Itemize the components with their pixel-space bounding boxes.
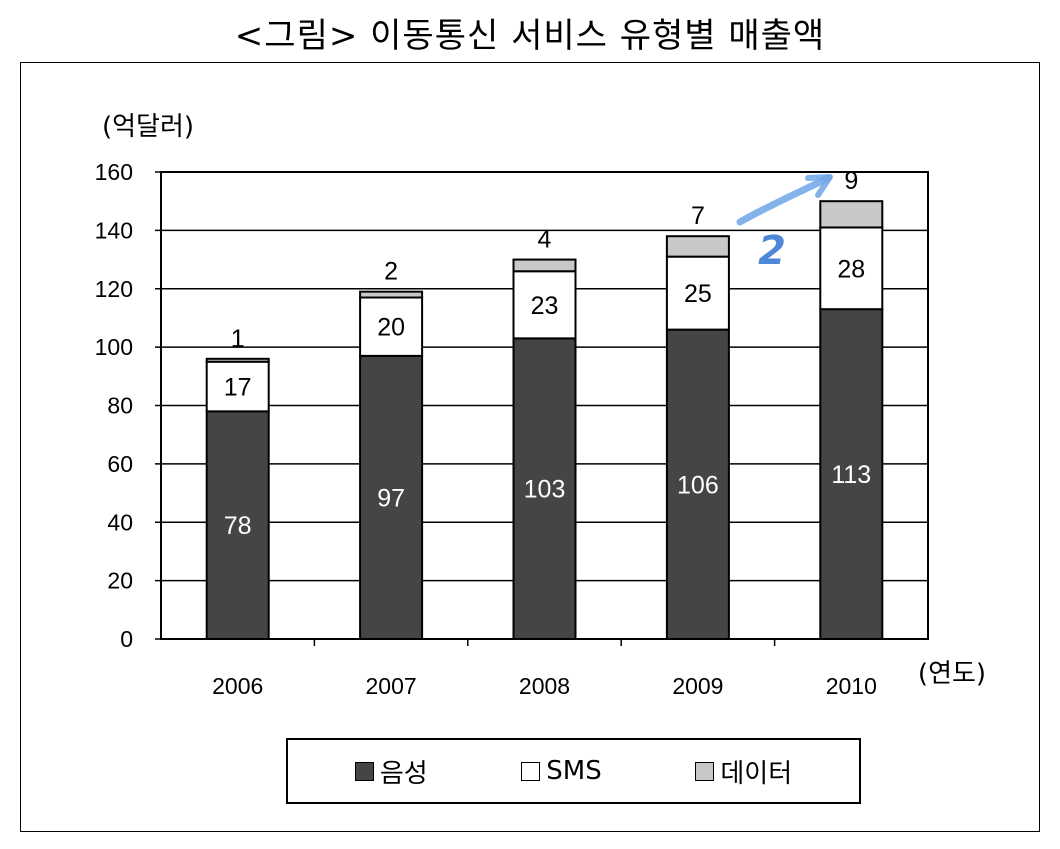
data-label: 97 — [377, 484, 405, 512]
bar-segment — [359, 296, 424, 357]
legend-item-sms: SMS — [521, 756, 602, 786]
bars — [205, 200, 884, 640]
data-label: 103 — [524, 476, 566, 504]
data-label: 7 — [691, 202, 705, 230]
y-tick-label: 20 — [107, 568, 133, 594]
bar-segment — [665, 328, 730, 640]
y-tick-label: 120 — [95, 276, 133, 302]
x-tick-label: 2009 — [672, 673, 723, 699]
bar-segment — [665, 255, 730, 331]
data-label: 25 — [684, 280, 712, 308]
data-label: 28 — [837, 255, 865, 283]
bar-segment — [359, 290, 424, 299]
y-tick-label: 0 — [120, 626, 133, 652]
bar-segment — [819, 308, 884, 640]
data-label: 2 — [384, 258, 398, 286]
legend-swatch-data — [695, 761, 715, 781]
legend-swatch-sms — [521, 761, 541, 781]
data-label: 1 — [231, 325, 245, 353]
bar-segment — [205, 357, 270, 363]
y-axis-label: (억달러) — [102, 112, 194, 142]
bar-segment — [205, 360, 270, 413]
data-label: 78 — [224, 512, 252, 540]
legend-label-voice: 음성 — [379, 758, 428, 789]
bar-segment — [359, 354, 424, 640]
plot-border — [160, 171, 929, 640]
legend-swatch-voice — [354, 761, 374, 781]
bar-segment — [512, 270, 577, 340]
legend-label-data: 데이터 — [720, 758, 793, 789]
bar-segment — [512, 337, 577, 640]
data-label: 9 — [844, 167, 858, 195]
y-tick-label: 80 — [107, 393, 133, 419]
x-axis-label: (연도) — [918, 659, 986, 689]
legend-item-voice: 음성 — [354, 753, 428, 790]
data-label: 113 — [831, 461, 871, 489]
data-label: 17 — [224, 374, 252, 402]
legend-label-sms: SMS — [546, 756, 602, 786]
labels: 0204060801001201401607817120069720220071… — [95, 159, 877, 699]
annotation-text: 2 — [758, 228, 786, 274]
data-label: 20 — [377, 314, 405, 342]
x-tick-label: 2008 — [519, 673, 570, 699]
legend-item-data: 데이터 — [695, 753, 792, 790]
data-label: 23 — [531, 292, 559, 320]
y-tick-label: 100 — [95, 334, 133, 360]
data-label: 4 — [538, 226, 552, 254]
x-tick-label: 2010 — [826, 673, 877, 699]
y-tick-label: 60 — [107, 451, 133, 477]
y-tick-label: 160 — [95, 159, 133, 185]
x-tick-label: 2007 — [366, 673, 417, 699]
bar-segment — [665, 235, 730, 258]
data-label: 106 — [677, 471, 719, 499]
y-tick-label: 40 — [107, 509, 133, 535]
handwritten-annotation: 2 — [736, 174, 833, 274]
legend: 음성 SMS 데이터 — [286, 738, 861, 804]
page-title: <그림> 이동통신 서비스 유형별 매출액 — [234, 16, 826, 56]
chart-frame — [20, 62, 1040, 832]
bar-segment — [819, 200, 884, 229]
x-tick-label: 2006 — [212, 673, 263, 699]
y-tick-label: 140 — [95, 217, 133, 243]
bar-segment — [512, 258, 577, 273]
axes — [155, 171, 929, 646]
